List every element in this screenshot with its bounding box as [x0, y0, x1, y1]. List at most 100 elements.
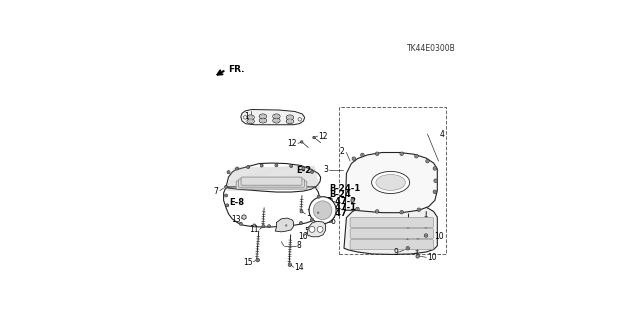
Ellipse shape: [260, 119, 265, 122]
Ellipse shape: [286, 115, 294, 120]
Polygon shape: [241, 109, 305, 125]
Text: B-24: B-24: [329, 190, 351, 199]
Circle shape: [376, 152, 379, 155]
Circle shape: [417, 208, 420, 211]
Circle shape: [300, 221, 303, 225]
Circle shape: [313, 201, 332, 219]
Circle shape: [310, 218, 314, 221]
Circle shape: [426, 160, 429, 163]
Circle shape: [317, 211, 319, 214]
FancyBboxPatch shape: [350, 218, 434, 227]
Circle shape: [285, 224, 288, 227]
Circle shape: [253, 225, 255, 226]
Circle shape: [376, 153, 378, 155]
Circle shape: [276, 165, 277, 166]
Circle shape: [318, 196, 319, 197]
FancyBboxPatch shape: [241, 177, 302, 185]
Circle shape: [300, 222, 301, 224]
Circle shape: [317, 212, 319, 213]
Circle shape: [406, 247, 410, 250]
FancyBboxPatch shape: [236, 181, 307, 189]
Circle shape: [433, 190, 436, 194]
Bar: [339, 107, 446, 255]
Ellipse shape: [248, 120, 253, 123]
Text: B-47: B-47: [326, 209, 347, 219]
Text: TK44E0300B: TK44E0300B: [406, 44, 455, 53]
Circle shape: [225, 186, 227, 188]
FancyBboxPatch shape: [317, 198, 332, 222]
Polygon shape: [344, 202, 437, 255]
Circle shape: [418, 209, 420, 211]
Circle shape: [311, 219, 313, 220]
Circle shape: [288, 263, 292, 266]
Circle shape: [311, 171, 313, 173]
Ellipse shape: [288, 116, 292, 119]
Circle shape: [317, 226, 323, 232]
Ellipse shape: [372, 171, 410, 194]
Circle shape: [434, 167, 436, 169]
Circle shape: [362, 154, 364, 156]
Polygon shape: [223, 163, 321, 227]
Ellipse shape: [273, 114, 280, 119]
Circle shape: [225, 185, 228, 188]
Circle shape: [352, 200, 353, 201]
Circle shape: [407, 248, 409, 249]
Text: 12: 12: [318, 131, 328, 141]
Polygon shape: [307, 221, 326, 237]
Text: 11: 11: [249, 225, 259, 234]
FancyBboxPatch shape: [350, 229, 434, 239]
Circle shape: [317, 195, 320, 198]
Circle shape: [310, 170, 314, 174]
Circle shape: [260, 164, 263, 167]
Circle shape: [268, 225, 271, 228]
Circle shape: [356, 208, 358, 210]
Circle shape: [248, 166, 249, 168]
Ellipse shape: [247, 115, 254, 120]
Circle shape: [225, 194, 228, 197]
Circle shape: [353, 158, 355, 160]
Text: 10: 10: [434, 232, 444, 241]
Ellipse shape: [288, 120, 292, 123]
Circle shape: [356, 207, 359, 211]
Text: FR.: FR.: [228, 65, 244, 74]
Circle shape: [227, 171, 230, 174]
Circle shape: [417, 256, 419, 257]
Circle shape: [246, 166, 250, 168]
Text: B-47-1: B-47-1: [326, 203, 356, 212]
Circle shape: [236, 168, 238, 169]
Circle shape: [243, 116, 247, 119]
Circle shape: [261, 165, 262, 166]
Ellipse shape: [259, 118, 267, 123]
Circle shape: [290, 165, 292, 167]
Circle shape: [289, 264, 291, 266]
Circle shape: [314, 137, 315, 138]
Text: 5: 5: [305, 227, 310, 236]
Text: 15: 15: [243, 258, 253, 267]
Circle shape: [424, 234, 428, 237]
Circle shape: [256, 258, 259, 262]
Circle shape: [415, 154, 418, 158]
Text: 11: 11: [306, 209, 316, 219]
Text: E-8: E-8: [230, 198, 244, 207]
Circle shape: [285, 225, 287, 226]
Text: 1: 1: [244, 112, 249, 122]
Circle shape: [376, 211, 378, 212]
Circle shape: [226, 204, 228, 207]
Circle shape: [268, 226, 270, 227]
Ellipse shape: [248, 116, 253, 119]
Ellipse shape: [274, 115, 278, 118]
Circle shape: [416, 255, 419, 258]
Circle shape: [434, 179, 437, 182]
FancyBboxPatch shape: [350, 240, 434, 249]
Circle shape: [291, 165, 292, 167]
Ellipse shape: [259, 114, 267, 119]
Circle shape: [309, 226, 315, 232]
Ellipse shape: [274, 119, 278, 122]
Ellipse shape: [260, 115, 265, 118]
Text: 13: 13: [231, 215, 241, 224]
Circle shape: [225, 195, 227, 196]
FancyBboxPatch shape: [239, 179, 305, 187]
Circle shape: [262, 225, 265, 228]
Circle shape: [301, 211, 302, 212]
Text: 12: 12: [287, 139, 297, 148]
